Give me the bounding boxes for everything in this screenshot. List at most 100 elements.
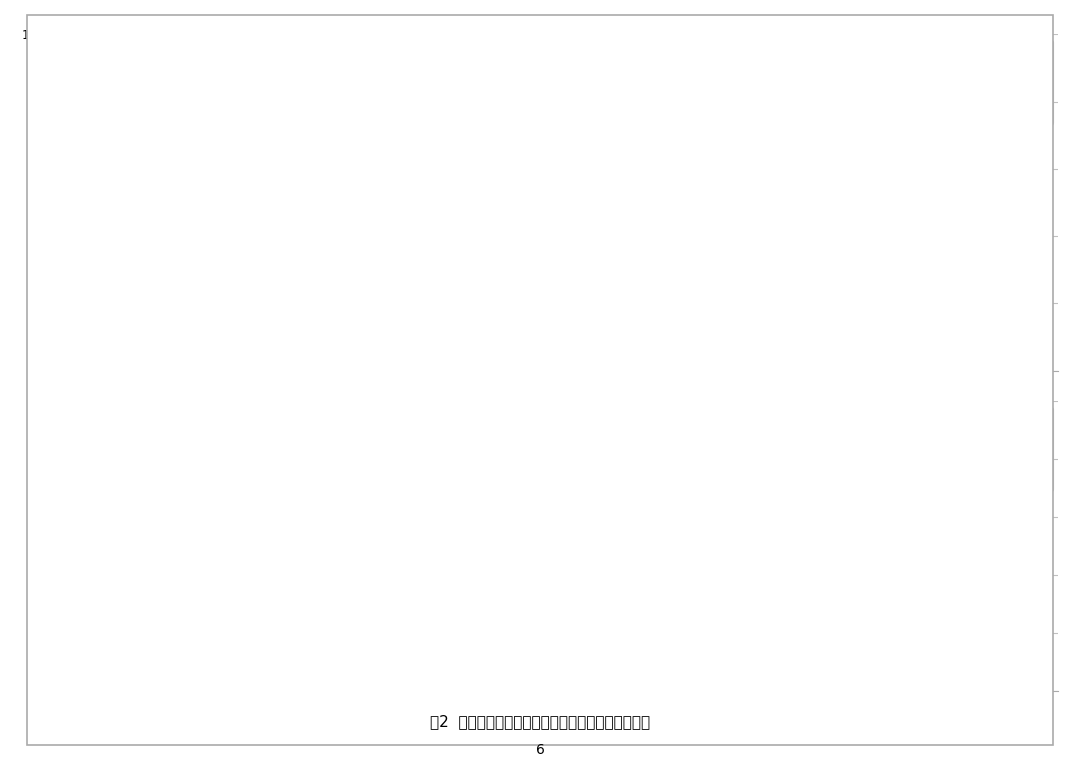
Bar [692,316,700,371]
Bar [617,290,624,371]
Bar [685,309,692,371]
Bar [112,651,120,691]
Bar [227,471,234,691]
Bar [241,555,248,691]
Bar [151,358,159,371]
Bar [902,654,908,691]
Bar [67,401,73,691]
Bar [170,593,177,691]
Bar [549,558,555,691]
Bar [829,330,837,371]
Bar [298,506,306,691]
Bar [521,300,528,371]
Bar [959,334,967,371]
Bar [806,633,812,691]
Bar [665,361,673,371]
Bar [418,267,426,371]
Bar [363,517,369,691]
Bar [460,366,468,371]
Bar [754,327,761,371]
Bar [254,357,261,371]
Bar [837,645,845,691]
Bar [548,282,555,371]
Bar [612,569,620,691]
Bar [966,654,973,691]
Bar [727,326,734,371]
Bar [136,135,144,371]
Bar [185,361,192,371]
Bar [719,316,727,371]
Bar [856,329,864,371]
Bar [677,593,684,691]
Bar [691,596,698,691]
Bar [177,668,184,691]
Bar [427,535,434,691]
Bar [899,338,906,371]
Bar [1036,334,1043,371]
Bar [292,506,298,691]
Bar [369,659,377,691]
Bar [273,191,281,371]
Bar [314,199,322,371]
Bar [516,558,523,691]
Bar [741,613,748,691]
Bar [338,633,345,691]
Bar [708,613,716,691]
Bar [513,270,521,371]
Bar [117,359,124,371]
Bar [486,287,494,371]
Bar [580,561,588,691]
Bar [891,331,899,371]
Bar [281,238,288,371]
Bar [323,517,330,691]
Bar [170,152,177,371]
Bar [530,561,538,691]
Bar [451,540,459,691]
Bar [356,367,364,371]
Bar [651,581,659,691]
Bar [1030,668,1037,691]
Bar [658,303,665,371]
Bar [773,616,780,691]
Bar [82,367,90,371]
Bar [582,282,590,371]
Bar [624,296,632,371]
Bar [632,362,639,371]
Bar [620,569,626,691]
Bar [796,329,804,371]
Bar [445,261,453,371]
Bar [67,44,75,371]
Legend: 截至2023年12月31日城轨交通运营线路总长度, 截至2023年12月31日地铁运营线路长度, 2023年当年新增城轨交通运营线路长度: 截至2023年12月31日城轨交通运营线路总长度, 截至2023年12月31日地… [850,40,1053,125]
Bar [788,328,796,371]
Bar [597,354,605,371]
Bar [109,115,117,371]
Bar [144,182,151,371]
Bar [98,401,106,691]
Bar [259,494,267,691]
Bar [239,183,246,371]
Bar [145,668,152,691]
Bar [246,209,254,371]
Bar [75,102,82,371]
Bar [202,448,210,691]
Bar [650,303,658,371]
Bar [308,198,314,371]
Bar [349,299,356,371]
Text: 6: 6 [536,743,544,757]
Bar [131,401,138,691]
Bar [102,66,109,371]
Bar [994,334,1001,371]
Bar [420,535,427,691]
Bar [73,456,81,691]
Bar [163,419,170,691]
Bar [484,549,491,691]
Bar [555,561,563,691]
Bar [563,561,569,691]
Bar [391,358,399,371]
Text: 图2  统计期末各城市城轨交通运营线路长度（公里）: 图2 统计期末各城市城轨交通运营线路长度（公里） [430,714,650,730]
Bar [81,680,87,691]
Bar [195,445,202,691]
Bar [341,212,349,371]
Bar [916,654,922,691]
Bar [934,654,941,691]
